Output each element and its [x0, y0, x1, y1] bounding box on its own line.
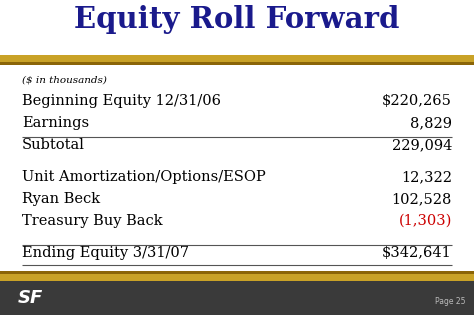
Bar: [0, 55, 474, 62]
Text: 102,528: 102,528: [392, 192, 452, 206]
Text: Subtotal: Subtotal: [22, 138, 85, 152]
Text: Ryan Beck: Ryan Beck: [22, 192, 100, 206]
Text: Unit Amortization/Options/ESOP: Unit Amortization/Options/ESOP: [22, 170, 266, 184]
Bar: [0, 62, 474, 65]
Text: 8,829: 8,829: [410, 116, 452, 130]
Bar: [0, 271, 474, 274]
Text: 229,094: 229,094: [392, 138, 452, 152]
Text: SF: SF: [18, 289, 43, 307]
Text: ($ in thousands): ($ in thousands): [22, 76, 107, 85]
Text: Ending Equity 3/31/07: Ending Equity 3/31/07: [22, 246, 189, 260]
Text: Page 25: Page 25: [436, 297, 466, 306]
Text: Treasury Buy Back: Treasury Buy Back: [22, 214, 163, 228]
Bar: [0, 274, 474, 281]
Text: (1,303): (1,303): [399, 214, 452, 228]
Text: $220,265: $220,265: [382, 94, 452, 108]
Text: Equity Roll Forward: Equity Roll Forward: [74, 5, 400, 34]
Bar: [0, 281, 474, 315]
Text: $342,641: $342,641: [382, 246, 452, 260]
Text: Earnings: Earnings: [22, 116, 89, 130]
Text: Beginning Equity 12/31/06: Beginning Equity 12/31/06: [22, 94, 221, 108]
Text: 12,322: 12,322: [401, 170, 452, 184]
